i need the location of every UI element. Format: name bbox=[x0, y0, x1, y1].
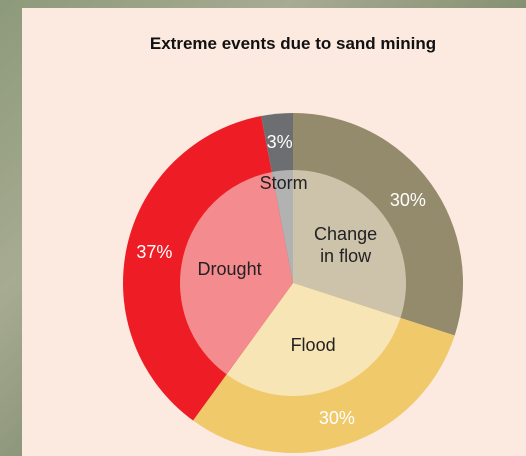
slice-name: Storm bbox=[259, 173, 308, 194]
slice-name: Change in flow bbox=[314, 223, 378, 266]
inner-slice bbox=[226, 283, 401, 396]
inner-slice bbox=[180, 172, 293, 375]
value-label: 37% bbox=[136, 242, 173, 263]
chart-title: Extreme events due to sand mining bbox=[149, 34, 437, 53]
value-label: 30% bbox=[389, 189, 426, 210]
value-label: 30% bbox=[318, 408, 355, 429]
inner-slice bbox=[293, 170, 406, 318]
slice-name: Flood bbox=[290, 334, 336, 355]
slice-name: Drought bbox=[197, 258, 262, 279]
value-label: 3% bbox=[266, 131, 293, 152]
inner-slice bbox=[271, 170, 293, 283]
